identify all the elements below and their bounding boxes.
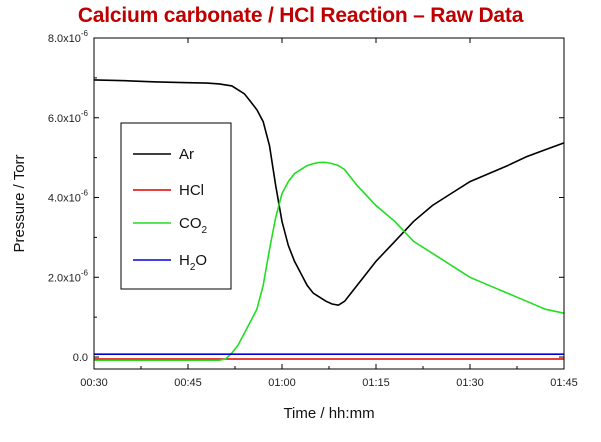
x-tick-label: 01:00 bbox=[268, 377, 296, 389]
x-tick-label: 01:45 bbox=[550, 377, 578, 389]
series-line-co2 bbox=[94, 161, 564, 362]
chart-title: Calcium carbonate / HCl Reaction – Raw D… bbox=[77, 4, 524, 27]
y-tick-label: 4.0x10-6 bbox=[48, 189, 89, 205]
legend-box bbox=[120, 122, 232, 290]
y-tick-label: 2.0x10-6 bbox=[48, 268, 89, 284]
legend-label-ar: Ar bbox=[179, 146, 194, 163]
y-tick-label: 0.0 bbox=[73, 352, 88, 364]
legend-label-co2: CO2 bbox=[179, 215, 208, 236]
legend-label-h2o: H2O bbox=[179, 252, 207, 273]
y-tick-label: 6.0x10-6 bbox=[48, 109, 89, 125]
plot-area bbox=[94, 79, 564, 362]
series-line-ar bbox=[94, 79, 564, 307]
legend-label-hcl: HCl bbox=[179, 182, 204, 199]
legend: Ar HCl CO2 H2O bbox=[120, 122, 232, 290]
x-tick-label: 01:15 bbox=[362, 377, 390, 389]
x-axis-title: Time / hh:mm bbox=[283, 405, 374, 422]
x-tick-label: 00:30 bbox=[80, 377, 108, 389]
x-tick-label: 01:30 bbox=[456, 377, 484, 389]
y-tick-label: 8.0x10-6 bbox=[48, 29, 89, 45]
axes: 00:30 00:45 01:00 01:15 01:30 01:45 0.0 2.0x10-… bbox=[11, 29, 578, 422]
y-axis-title: Pressure / Torr bbox=[11, 154, 28, 252]
x-tick-label: 00:45 bbox=[174, 377, 202, 389]
